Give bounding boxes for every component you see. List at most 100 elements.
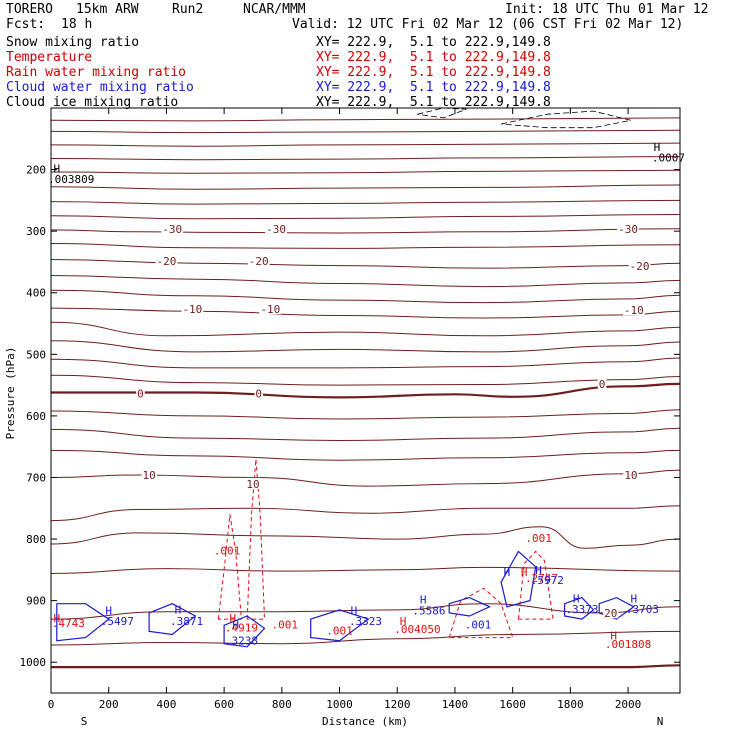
- contour-label-rain-22: .001: [326, 624, 353, 637]
- snow-contours: [417, 107, 631, 129]
- contour-label-snow-1: .003809: [48, 173, 94, 186]
- contour-label-cloud-49: H: [631, 592, 638, 605]
- y-tick-label-300: 300: [26, 225, 46, 238]
- temperature-contour-14: [50, 321, 681, 337]
- contour-label-bg-17: [245, 477, 261, 489]
- legend-rain-xy: XY= 222.9, 5.1 to 222.9,149.8: [316, 65, 551, 80]
- temperature-contour-23: [50, 505, 681, 522]
- contour-label-rain-29: .004050: [394, 623, 440, 636]
- contour-label-cloud-51: H: [504, 566, 511, 579]
- x-tick-label-1400: 1400: [442, 698, 469, 711]
- cloud-water-contours: [56, 550, 635, 648]
- temperature-contour-1: [50, 129, 681, 134]
- temperature-contour-10: [50, 259, 681, 269]
- x-tick-label-200: 200: [99, 698, 119, 711]
- temperature-contour-24: [50, 526, 681, 549]
- contour-label-temp-4: -30: [162, 223, 182, 236]
- contour-label-rain-20: .001: [214, 544, 241, 557]
- cloud-contour-3: [310, 609, 370, 642]
- contour-label-bg-16: [141, 469, 157, 481]
- temperature-contour-25: [50, 566, 681, 574]
- contour-label-cloud-35: H: [105, 605, 112, 618]
- run-name: Run2: [172, 2, 204, 17]
- organization: NCAR/MMM: [243, 2, 306, 17]
- legend-snow: Snow mixing ratio: [6, 35, 140, 50]
- contour-label-temp-13: 0: [137, 387, 144, 400]
- x-tick-label-600: 600: [214, 698, 234, 711]
- contour-label-bg-13: [136, 387, 145, 399]
- contour-label-cloud-42: .3323: [349, 615, 382, 628]
- contour-label-cloud-38: .3871: [170, 615, 203, 628]
- contour-label-rain-31: .001808: [605, 638, 651, 651]
- contour-label-bg-5: [265, 222, 287, 234]
- contour-label-cloud-47: H: [573, 592, 580, 605]
- contour-label-temp-8: -20: [249, 255, 269, 268]
- contour-labels: H.003809.0007H-30-30-30-20-20-20-10-10-1…: [48, 141, 685, 651]
- y-tick-label-900: 900: [26, 595, 46, 608]
- legend-temperature: Temperature: [6, 50, 93, 65]
- temperature-contour-2: [50, 142, 681, 147]
- contour-label-temp-9: -20: [630, 260, 650, 273]
- legend-snow-xy: XY= 222.9, 5.1 to 222.9,149.8: [316, 35, 551, 50]
- cloud-contour-6: [564, 596, 595, 620]
- init-time: Init: 18 UTC Thu 01 Mar 12: [505, 2, 709, 17]
- y-tick-label-600: 600: [26, 410, 46, 423]
- legend-cloud-water: Cloud water mixing ratio: [6, 80, 194, 95]
- contour-label-temp-11: -10: [260, 303, 280, 316]
- contour-label-cloud-39: H: [232, 618, 239, 631]
- x-tick-label-0: 0: [48, 698, 55, 711]
- contour-label-temp-15: 0: [599, 378, 606, 391]
- temperature-contour-3: [50, 156, 681, 161]
- contour-label-cloud-37: H: [175, 603, 182, 616]
- y-tick-label-400: 400: [26, 287, 46, 300]
- contour-label-rain-24: .2747: [525, 572, 558, 585]
- contour-label-temp-10: -10: [182, 303, 202, 316]
- cloud-contour-1: [148, 603, 197, 636]
- temperature-contour-17: [50, 374, 681, 386]
- temperature-contours: [50, 117, 681, 669]
- cloud-contour-7: [598, 596, 635, 620]
- contour-label-rain-25: .4743: [52, 617, 85, 630]
- legend-cloud-ice-xy: XY= 222.9, 5.1 to 222.9,149.8: [316, 95, 551, 110]
- contour-label-bg-15: [597, 378, 607, 390]
- cloud-contour-2: [223, 615, 266, 648]
- temperature-contour-13: [50, 307, 681, 319]
- contour-label-rain-30: H: [400, 615, 407, 628]
- contour-label-cloud-44: .5586: [412, 605, 445, 618]
- contour-label-cloud-34: .001: [465, 618, 492, 631]
- contour-label-cloud-50: .3703: [626, 603, 659, 616]
- x-tick-label-1600: 1600: [499, 698, 526, 711]
- cloud-contour-0: [56, 603, 110, 642]
- x-tick-label-800: 800: [272, 698, 292, 711]
- contour-label-cloud-48: .3373: [565, 603, 598, 616]
- contour-label-bg-14: [254, 387, 264, 399]
- contour-label-rain-28: H: [229, 612, 236, 625]
- legend-rain: Rain water mixing ratio: [6, 65, 187, 80]
- temperature-contour-18: [50, 382, 681, 399]
- contour-label-bg-18: [623, 469, 639, 481]
- x-tick-label-2000: 2000: [615, 698, 642, 711]
- contour-label-bg-9: [628, 259, 651, 271]
- contour-label-temp-16: 10: [142, 469, 155, 482]
- contour-label-cloud-45: H: [535, 564, 542, 577]
- contour-label-cloud-41: H: [351, 605, 358, 618]
- x-end-label-right: N: [657, 715, 664, 728]
- temperature-contour-16: [50, 357, 681, 369]
- x-tick-label-1800: 1800: [557, 698, 584, 711]
- plot-frame: [50, 107, 681, 694]
- contour-label-snow-2: .0007: [652, 151, 685, 164]
- rain-contour-1: [246, 458, 266, 620]
- temperature-contour-0: [50, 117, 681, 122]
- x-end-label-left: S: [81, 715, 88, 728]
- contour-label-temp-12: -10: [624, 304, 644, 317]
- legend-cloud-water-xy: XY= 222.9, 5.1 to 222.9,149.8: [316, 80, 551, 95]
- contour-label-bg-11: [259, 302, 282, 314]
- contour-label-bg-12: [622, 304, 645, 316]
- forecast-hours: 18 h: [61, 17, 93, 32]
- y-tick-label-700: 700: [26, 471, 46, 484]
- contour-label-cloud-40: .3238: [225, 634, 258, 647]
- rain-contour-0: [217, 514, 242, 620]
- y-tick-label-800: 800: [26, 533, 46, 546]
- contour-label-temp-17: 10: [246, 478, 259, 491]
- x-tick-label-400: 400: [156, 698, 176, 711]
